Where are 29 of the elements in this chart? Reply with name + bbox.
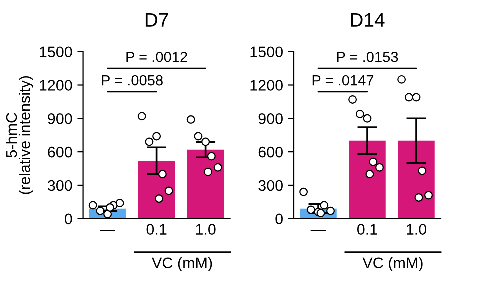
- y-axis-title: 5-hmC (relative intensity): [6, 76, 34, 194]
- y-tick-label: 0: [276, 214, 283, 225]
- annotation: P = .0153: [337, 52, 398, 62]
- x-tick-label: 0.1: [146, 224, 167, 235]
- y-tick-label: 1500: [250, 46, 283, 58]
- annotation: P = .0012: [126, 52, 188, 62]
- y-tick-label: 600: [48, 146, 72, 158]
- x-axis-title: VC (mM): [152, 257, 212, 272]
- x-tick-label: —: [100, 230, 116, 232]
- bar: [187, 150, 224, 219]
- x-tick-label: —: [310, 230, 326, 232]
- x-tick-label: 1.0: [196, 224, 216, 235]
- y-tick-label: 1200: [250, 80, 283, 91]
- annotation: P = .0147: [312, 75, 374, 86]
- y-tick-label: 900: [48, 114, 72, 124]
- y-tick-label: 300: [48, 180, 72, 192]
- x-tick-label: 1.0: [407, 224, 427, 235]
- annotation: P = .0058: [102, 75, 163, 86]
- bar: [138, 160, 176, 219]
- y-tick-label: 600: [258, 146, 283, 158]
- x-axis-title: VC (mM): [362, 257, 423, 272]
- y-tick-label: 0: [64, 214, 72, 225]
- y-tick-label: 1200: [40, 80, 72, 91]
- y-tick-label: 1500: [40, 46, 72, 58]
- y-tick-label: 900: [258, 114, 283, 124]
- x-tick-label: 0.1: [357, 224, 378, 235]
- chart-title: D7: [146, 13, 168, 27]
- y-tick-label: 300: [258, 180, 283, 192]
- chart-title: D14: [351, 13, 385, 27]
